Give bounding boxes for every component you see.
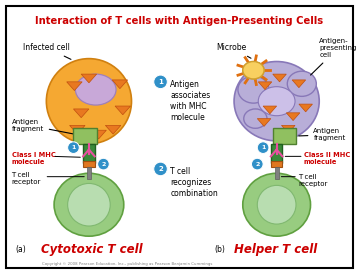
Circle shape [257,142,269,153]
Text: Antigen
fragment: Antigen fragment [299,128,346,141]
Text: T cell
receptor: T cell receptor [12,172,41,185]
Text: 1: 1 [71,145,76,150]
FancyBboxPatch shape [273,128,296,144]
Polygon shape [67,82,82,90]
Ellipse shape [238,76,269,103]
Circle shape [154,75,167,89]
Polygon shape [292,80,306,88]
Polygon shape [299,104,313,112]
Circle shape [154,162,167,176]
Polygon shape [70,125,85,134]
Polygon shape [73,109,89,118]
Ellipse shape [243,62,264,79]
Ellipse shape [243,62,264,79]
FancyBboxPatch shape [271,161,282,167]
Text: 2: 2 [255,162,260,167]
Text: T cell
recognizes
combination: T cell recognizes combination [170,167,218,198]
Ellipse shape [46,59,131,144]
Circle shape [68,184,110,226]
Text: Interaction of T cells with Antigen-Presenting Cells: Interaction of T cells with Antigen-Pres… [35,16,323,26]
Ellipse shape [244,109,267,128]
Polygon shape [281,125,295,133]
Polygon shape [257,119,271,126]
Circle shape [68,142,79,153]
Circle shape [98,158,109,170]
FancyBboxPatch shape [83,144,95,163]
Text: Helper T cell: Helper T cell [234,243,317,256]
Text: T cell
receptor: T cell receptor [298,174,327,187]
FancyBboxPatch shape [6,6,353,268]
Text: 1: 1 [158,79,163,85]
Ellipse shape [243,173,310,236]
Ellipse shape [287,71,316,96]
Polygon shape [258,82,272,90]
Polygon shape [273,74,286,82]
Ellipse shape [234,62,319,141]
FancyBboxPatch shape [275,167,278,179]
Text: 1: 1 [261,145,265,150]
Polygon shape [91,130,106,139]
Text: Class II MHC
molecule: Class II MHC molecule [304,153,350,165]
FancyBboxPatch shape [271,144,282,163]
Circle shape [257,185,296,224]
Polygon shape [81,74,97,83]
Polygon shape [105,125,121,134]
Polygon shape [112,80,128,89]
Ellipse shape [258,87,295,116]
Ellipse shape [54,173,124,236]
Polygon shape [286,113,300,121]
Polygon shape [115,106,131,115]
Text: (b): (b) [215,245,225,254]
Text: Antigen-
presenting
cell: Antigen- presenting cell [311,38,356,75]
Text: 2: 2 [158,166,163,172]
Text: Microbe: Microbe [217,43,251,58]
Text: 2: 2 [101,162,106,167]
Text: Antigen
fragment: Antigen fragment [12,119,77,135]
FancyBboxPatch shape [73,128,97,144]
Text: (a): (a) [15,245,26,254]
Text: Infected cell: Infected cell [23,43,71,59]
Text: Class I MHC
molecule: Class I MHC molecule [12,153,55,165]
FancyBboxPatch shape [87,167,91,179]
FancyBboxPatch shape [83,161,95,167]
Polygon shape [263,106,277,114]
Text: Antigen
associates
with MHC
molecule: Antigen associates with MHC molecule [170,80,211,122]
Ellipse shape [76,74,116,105]
Text: Copyright © 2008 Pearson Education, Inc., publishing as Pearson Benjamin Cumming: Copyright © 2008 Pearson Education, Inc.… [42,262,213,266]
Circle shape [252,158,263,170]
Text: Cytotoxic T cell: Cytotoxic T cell [41,243,142,256]
